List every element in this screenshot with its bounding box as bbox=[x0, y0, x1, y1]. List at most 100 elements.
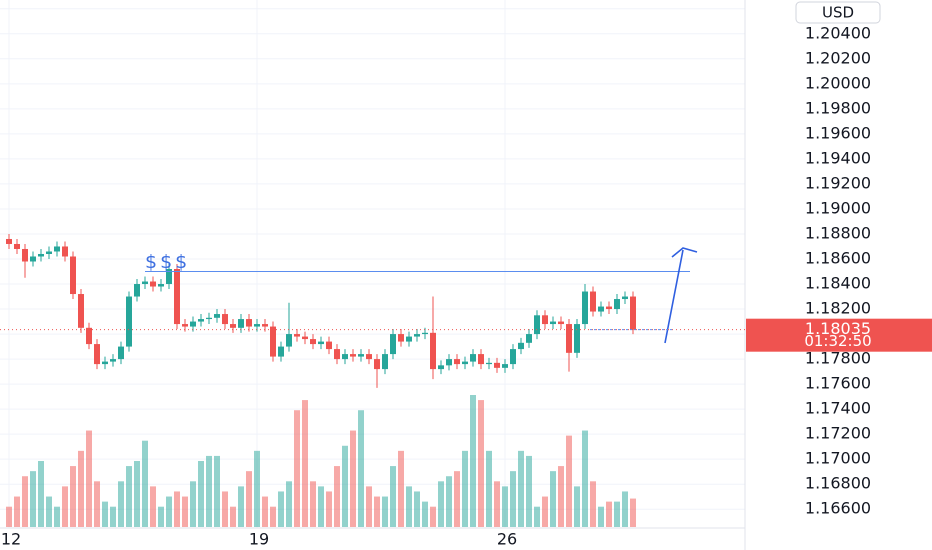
y-tick-label: 1.19200 bbox=[805, 173, 871, 192]
volume-bar bbox=[486, 450, 492, 527]
candle-body bbox=[486, 362, 492, 365]
volume-bar bbox=[278, 491, 284, 527]
volume-bar bbox=[166, 496, 172, 527]
price-pane bbox=[6, 233, 636, 388]
y-tick-label: 1.17000 bbox=[805, 449, 871, 468]
candle-body bbox=[158, 284, 164, 287]
y-tick-label: 1.20200 bbox=[805, 48, 871, 67]
volume-bar bbox=[526, 455, 532, 527]
volume-bar bbox=[206, 455, 212, 527]
candle-body bbox=[614, 299, 620, 310]
volume-bar bbox=[470, 395, 476, 527]
volume-bar bbox=[558, 466, 564, 527]
candle-body bbox=[398, 334, 404, 342]
candle-body bbox=[382, 354, 388, 370]
candle-body bbox=[510, 349, 516, 365]
y-tick-label: 1.17800 bbox=[805, 349, 871, 368]
candle-body bbox=[590, 291, 596, 312]
volume-bar bbox=[78, 450, 84, 527]
candle-body bbox=[438, 365, 444, 370]
volume-bar bbox=[198, 461, 204, 527]
y-tick-label: 1.19600 bbox=[805, 123, 871, 142]
volume-bar bbox=[158, 506, 164, 527]
volume-bar bbox=[222, 491, 228, 527]
candle-body bbox=[358, 354, 364, 357]
volume-bar bbox=[374, 496, 380, 527]
candle-body bbox=[390, 334, 396, 355]
volume-bar bbox=[54, 506, 60, 527]
x-tick-label: 12 bbox=[1, 530, 21, 549]
candle-body bbox=[294, 334, 300, 337]
candle-body bbox=[454, 359, 460, 365]
candle-body bbox=[190, 321, 196, 327]
candle-body bbox=[478, 354, 484, 365]
volume-bar bbox=[294, 410, 300, 527]
candle-body bbox=[30, 256, 36, 262]
candle-body bbox=[462, 361, 468, 365]
volume-bar bbox=[62, 486, 68, 527]
candle-body bbox=[262, 324, 268, 327]
y-tick-label: 1.17400 bbox=[805, 399, 871, 418]
currency-badge[interactable] bbox=[795, 1, 881, 24]
candle-body bbox=[406, 336, 412, 342]
volume-bar bbox=[326, 491, 332, 527]
last-price-label: 1.18035 bbox=[805, 319, 871, 338]
candle-body bbox=[238, 319, 244, 328]
candle-body bbox=[110, 359, 116, 362]
candle-body bbox=[494, 362, 500, 368]
candle-body bbox=[502, 364, 508, 368]
candle-body bbox=[310, 339, 316, 345]
volume-bar bbox=[462, 450, 468, 527]
volume-pane bbox=[6, 395, 636, 527]
y-tick-label: 1.19400 bbox=[805, 148, 871, 167]
volume-bar bbox=[126, 466, 132, 527]
currency-label[interactable]: USD bbox=[822, 4, 854, 22]
candle-body bbox=[174, 269, 180, 325]
volume-bar bbox=[446, 476, 452, 527]
candle-body bbox=[78, 294, 84, 328]
grid bbox=[0, 0, 745, 528]
candle-body bbox=[254, 324, 260, 327]
volume-bar bbox=[422, 501, 428, 527]
candle-body bbox=[38, 253, 44, 257]
volume-bar bbox=[318, 486, 324, 527]
volume-bar bbox=[110, 506, 116, 527]
candle-body bbox=[550, 321, 556, 325]
candle-body bbox=[342, 354, 348, 360]
candle-body bbox=[14, 243, 20, 249]
volume-bar bbox=[38, 461, 44, 527]
x-tick-label: 19 bbox=[249, 530, 269, 549]
candle-body bbox=[622, 296, 628, 300]
candle-body bbox=[318, 341, 324, 345]
volume-bar bbox=[574, 486, 580, 527]
y-tick-label: 1.18800 bbox=[805, 223, 871, 242]
volume-bar bbox=[358, 410, 364, 527]
candle-body bbox=[150, 281, 156, 287]
volume-bar bbox=[350, 430, 356, 527]
volume-bar bbox=[566, 435, 572, 527]
volume-bar bbox=[310, 481, 316, 527]
volume-bar bbox=[606, 501, 612, 527]
volume-bar bbox=[382, 496, 388, 527]
volume-bar bbox=[630, 498, 636, 527]
volume-bar bbox=[30, 471, 36, 527]
candle-body bbox=[558, 321, 564, 325]
volume-bar bbox=[414, 491, 420, 527]
y-tick-label: 1.19000 bbox=[805, 198, 871, 217]
volume-bar bbox=[590, 481, 596, 527]
arrow bbox=[664, 247, 698, 344]
candle-body bbox=[366, 354, 372, 360]
candle-body bbox=[126, 296, 132, 347]
volume-bar bbox=[246, 471, 252, 527]
volume-bar bbox=[542, 496, 548, 527]
volume-bar bbox=[134, 461, 140, 527]
volume-bar bbox=[510, 471, 516, 527]
volume-bar bbox=[614, 501, 620, 527]
candle-body bbox=[526, 334, 532, 343]
volume-bar bbox=[174, 491, 180, 527]
y-tick-label: 1.18600 bbox=[805, 248, 871, 267]
volume-bar bbox=[494, 481, 500, 527]
candle-body bbox=[102, 361, 108, 365]
candle-body bbox=[54, 246, 60, 252]
candle-body bbox=[470, 354, 476, 362]
